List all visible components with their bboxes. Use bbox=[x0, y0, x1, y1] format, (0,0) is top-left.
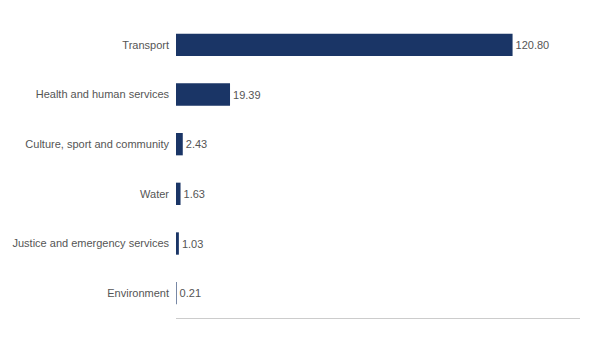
svg-text:19.39: 19.39 bbox=[233, 89, 261, 101]
svg-text:Health and human services: Health and human services bbox=[36, 88, 170, 100]
svg-text:Transport: Transport bbox=[122, 39, 169, 51]
svg-text:2.43: 2.43 bbox=[186, 138, 207, 150]
svg-text:1.63: 1.63 bbox=[184, 188, 205, 200]
svg-text:120.80: 120.80 bbox=[516, 39, 550, 51]
svg-text:Culture, sport and community: Culture, sport and community bbox=[25, 138, 169, 150]
svg-text:Justice and emergency services: Justice and emergency services bbox=[12, 237, 169, 249]
svg-text:Environment: Environment bbox=[107, 287, 169, 299]
svg-text:1.03: 1.03 bbox=[182, 238, 203, 250]
svg-text:0.21: 0.21 bbox=[180, 287, 201, 299]
svg-text:Water: Water bbox=[140, 188, 169, 200]
